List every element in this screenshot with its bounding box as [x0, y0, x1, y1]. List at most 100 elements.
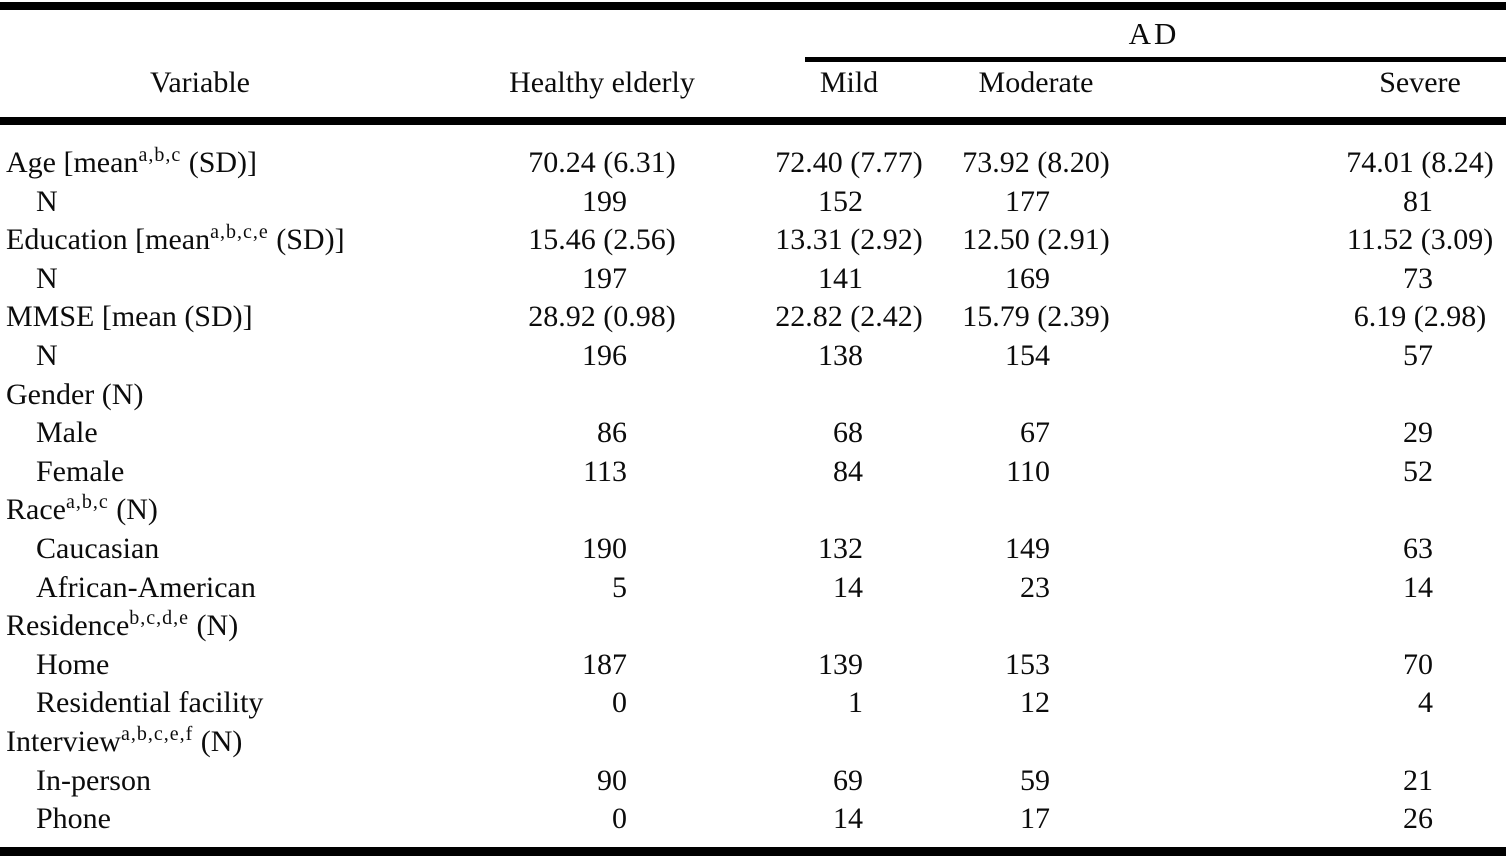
cell-value: 14 [1403, 570, 1433, 604]
cell-value: 190 [582, 531, 627, 565]
cell-value: 177 [1005, 184, 1050, 218]
footnote-superscript: a,b,c,e [210, 221, 269, 244]
table-row: Male 86 68 67 29 [0, 414, 1506, 453]
cell-value: 132 [818, 531, 863, 565]
table-row: In-person 90 69 59 21 [0, 762, 1506, 801]
cell-value: 138 [818, 338, 863, 372]
cell-value: 70.24 (6.31) [528, 146, 676, 179]
row-label: African-American [36, 570, 256, 604]
row-label: In-person [36, 763, 151, 797]
row-label: Interviewa,b,c,e,f (N) [6, 722, 243, 758]
cell-value: 28.92 (0.98) [528, 300, 676, 334]
cell-value: 70 [1403, 647, 1433, 681]
table-row: African-American 5 14 23 14 [0, 569, 1506, 608]
table-row: MMSE [mean (SD)] 28.92 (0.98) 22.82 (2.42)… [0, 298, 1506, 337]
cell-value: 154 [1005, 338, 1050, 372]
row-label: MMSE [mean (SD)] [6, 300, 253, 334]
cell-value: 67 [1020, 416, 1050, 450]
cell-value: 26 [1403, 802, 1433, 836]
table-row: Interviewa,b,c,e,f (N) [0, 723, 1506, 762]
column-header-mild: Mild [819, 66, 879, 99]
row-label: Male [36, 416, 98, 450]
table-row: N 199 152 177 81 [0, 183, 1506, 222]
table-row: Female 113 84 110 52 [0, 453, 1506, 492]
table-body: Age [meana,b,c (SD)] 70.24 (6.31) 72.40 (7… [0, 144, 1506, 839]
cell-value: 0 [612, 686, 627, 720]
row-label: Gender (N) [6, 377, 144, 411]
cell-value: 0 [612, 802, 627, 836]
row-label: Education [meana,b,c,e (SD)] [6, 221, 345, 257]
row-label: Phone [36, 802, 111, 836]
table-row: Residential facility 0 1 12 4 [0, 684, 1506, 723]
ad-span-underline [805, 57, 1506, 62]
table-row: Racea,b,c (N) [0, 491, 1506, 530]
cell-value: 199 [582, 184, 627, 218]
cell-value: 59 [1020, 763, 1050, 797]
top-rule [0, 2, 1506, 10]
cell-value: 21 [1403, 763, 1433, 797]
footnote-superscript: a,b,c,e,f [120, 722, 194, 745]
cell-value: 5 [612, 570, 627, 604]
cell-value: 68 [833, 416, 863, 450]
cell-value: 11.52 (3.09) [1346, 223, 1494, 257]
column-header-severe: Severe [1379, 66, 1461, 99]
column-header-variable: Variable [150, 66, 250, 99]
cell-value: 13.31 (2.92) [775, 223, 923, 257]
table-row: Age [meana,b,c (SD)] 70.24 (6.31) 72.40 (7… [0, 144, 1506, 183]
table-row: N 197 141 169 73 [0, 260, 1506, 299]
table-row: N 196 138 154 57 [0, 337, 1506, 376]
cell-value: 110 [1006, 454, 1050, 488]
cell-value: 86 [597, 416, 627, 450]
cell-value: 187 [582, 647, 627, 681]
cell-value: 153 [1005, 647, 1050, 681]
cell-value: 22.82 (2.42) [775, 300, 923, 334]
row-label: Residenceb,c,d,e (N) [6, 607, 239, 643]
bottom-rule [0, 847, 1506, 856]
row-label: Caucasian [36, 531, 160, 565]
cell-value: 169 [1005, 261, 1050, 295]
footnote-superscript: b,c,d,e [129, 607, 190, 630]
cell-value: 4 [1418, 686, 1433, 720]
footnote-superscript: a,b,c [65, 491, 109, 514]
cell-value: 1 [848, 686, 863, 720]
cell-value: 113 [583, 454, 627, 488]
cell-value: 6.19 (2.98) [1353, 300, 1487, 334]
table-row: Phone 0 14 17 26 [0, 800, 1506, 839]
table-row: Gender (N) [0, 376, 1506, 415]
table-row: Home 187 139 153 70 [0, 646, 1506, 685]
column-header-healthy-elderly: Healthy elderly [509, 66, 695, 99]
cell-value: 14 [833, 802, 863, 836]
cell-value: 23 [1020, 570, 1050, 604]
cell-value: 73.92 (8.20) [962, 146, 1110, 179]
cell-value: 17 [1020, 802, 1050, 836]
cell-value: 12 [1020, 686, 1050, 720]
row-label: Age [meana,b,c (SD)] [6, 144, 258, 179]
table-row: Education [meana,b,c,e (SD)] 15.46 (2.56)… [0, 221, 1506, 260]
cell-value: 57 [1403, 338, 1433, 372]
table-row: Residenceb,c,d,e (N) [0, 607, 1506, 646]
cell-value: 196 [582, 338, 627, 372]
cell-value: 69 [833, 763, 863, 797]
cell-value: 73 [1403, 261, 1433, 295]
cell-value: 63 [1403, 531, 1433, 565]
cell-value: 139 [818, 647, 863, 681]
cell-value: 197 [582, 261, 627, 295]
footnote-superscript: a,b,c [138, 144, 182, 166]
cell-value: 29 [1403, 416, 1433, 450]
row-label: N [36, 184, 58, 218]
cell-value: 90 [597, 763, 627, 797]
header-rule [0, 117, 1506, 125]
column-header-moderate: Moderate [978, 66, 1094, 99]
row-label: Racea,b,c (N) [6, 491, 158, 527]
cell-value: 84 [833, 454, 863, 488]
row-label: Home [36, 647, 110, 681]
cell-value: 15.79 (2.39) [962, 300, 1110, 334]
cell-value: 152 [818, 184, 863, 218]
cell-value: 52 [1403, 454, 1433, 488]
cell-value: 141 [818, 261, 863, 295]
cell-value: 81 [1403, 184, 1433, 218]
cell-value: 72.40 (7.77) [775, 146, 923, 179]
cell-value: 12.50 (2.91) [962, 223, 1110, 257]
cell-value: 149 [1005, 531, 1050, 565]
